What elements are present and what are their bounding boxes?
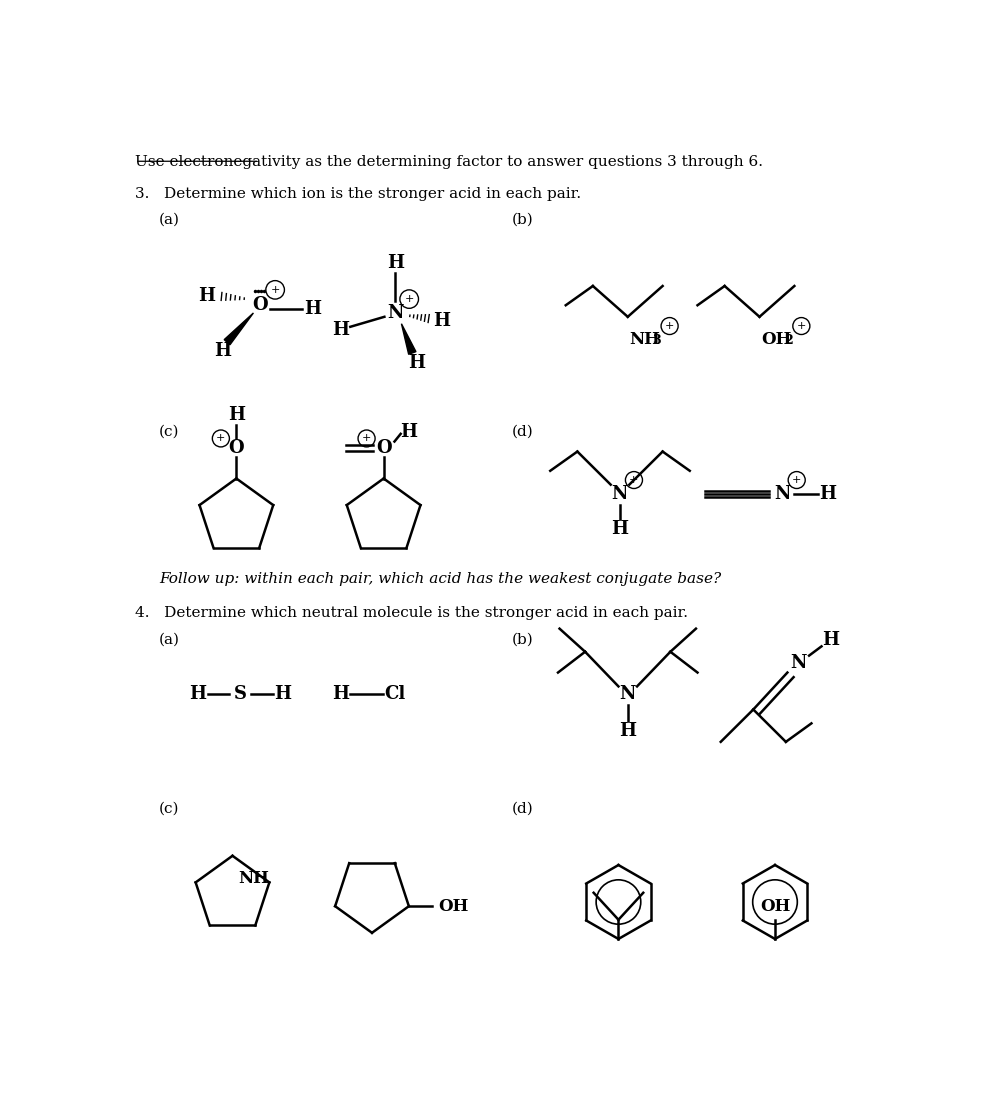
Text: H: H [434, 311, 450, 330]
Text: 2: 2 [785, 333, 793, 346]
Text: N: N [790, 654, 806, 672]
Text: 3.   Determine which ion is the stronger acid in each pair.: 3. Determine which ion is the stronger a… [135, 187, 581, 201]
Text: +: + [362, 433, 371, 443]
Text: H: H [400, 424, 417, 441]
Text: Follow up: within each pair, which acid has the weakest conjugate base?: Follow up: within each pair, which acid … [159, 572, 721, 586]
Text: N: N [619, 685, 636, 703]
Text: N: N [387, 304, 404, 322]
Text: (d): (d) [512, 425, 534, 439]
Text: H: H [304, 300, 320, 318]
Text: +: + [216, 433, 225, 443]
Text: Cl: Cl [385, 685, 406, 703]
Text: H: H [409, 354, 426, 372]
Text: 3: 3 [653, 333, 662, 346]
Text: H: H [332, 321, 349, 339]
Text: N: N [775, 485, 791, 503]
Text: (d): (d) [512, 802, 534, 816]
Text: O: O [228, 439, 244, 456]
Text: H: H [819, 485, 836, 503]
Text: N: N [612, 485, 628, 503]
Text: (b): (b) [512, 632, 534, 647]
Text: H: H [619, 722, 636, 740]
Polygon shape [224, 314, 253, 344]
Text: H: H [228, 406, 245, 424]
Text: (b): (b) [512, 213, 534, 227]
Text: NH: NH [239, 870, 270, 887]
Text: H: H [387, 254, 404, 272]
Polygon shape [402, 323, 416, 354]
Text: +: + [665, 321, 675, 331]
Text: +: + [797, 321, 806, 331]
Text: +: + [271, 285, 280, 295]
Text: (a): (a) [159, 632, 180, 647]
Text: +: + [792, 475, 802, 485]
Text: O: O [252, 296, 268, 315]
Text: OH: OH [760, 898, 791, 915]
Text: S: S [234, 685, 247, 703]
Text: OH: OH [438, 898, 468, 915]
Text: +: + [405, 294, 414, 304]
Text: OH: OH [761, 331, 792, 348]
Text: (c): (c) [159, 425, 180, 439]
Text: Use electronegativity as the determining factor to answer questions 3 through 6.: Use electronegativity as the determining… [135, 155, 763, 169]
Text: H: H [611, 519, 629, 538]
Text: H: H [189, 685, 206, 703]
Text: +: + [629, 475, 639, 485]
Text: H: H [275, 685, 292, 703]
Text: NH: NH [629, 331, 660, 348]
Text: H: H [332, 685, 349, 703]
Text: 4.   Determine which neutral molecule is the stronger acid in each pair.: 4. Determine which neutral molecule is t… [135, 605, 687, 619]
Text: (c): (c) [159, 802, 180, 816]
Text: (a): (a) [159, 213, 180, 227]
Text: H: H [198, 287, 215, 305]
Text: O: O [376, 439, 392, 456]
Text: H: H [822, 631, 839, 649]
Text: H: H [214, 342, 231, 361]
